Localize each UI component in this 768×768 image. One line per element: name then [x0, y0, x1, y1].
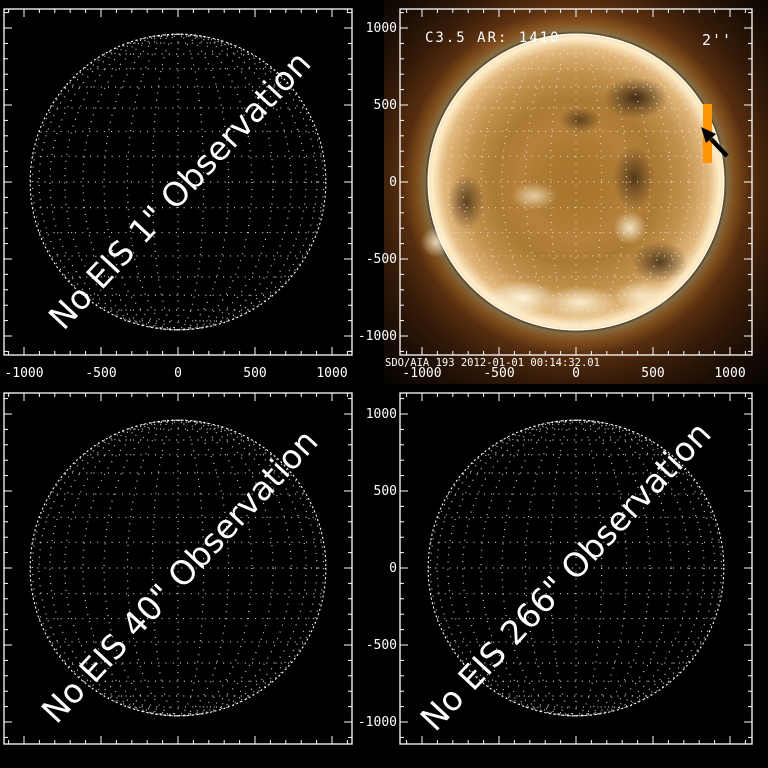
y-tick-label: -1000 [358, 329, 397, 344]
panel-aia-context-image: C3.5 AR: 1410 2'' SDO/AIA 193 2012-01-01… [358, 0, 768, 384]
x-tick-label: -1000 [4, 366, 43, 381]
slit-pointer-arrow-shaft [709, 137, 729, 158]
no-observation-label: No EIS 1" Observation [41, 43, 318, 337]
x-tick-label: 0 [572, 366, 580, 381]
y-tick-label: 1000 [366, 407, 397, 422]
no-observation-label: No EIS 266" Observation [413, 414, 719, 738]
panel-no-eis-1arcsec: No EIS 1" Observation -1000 -500 0 500 1… [0, 0, 384, 384]
axes-and-grid [3, 8, 353, 356]
y-tick-label: -1000 [358, 715, 397, 730]
observation-caption: SDO/AIA 193 2012-01-01 00:14:32.01 [385, 357, 600, 369]
x-tick-label: 500 [243, 366, 266, 381]
axes-and-grid [3, 392, 353, 745]
panel-no-eis-266arcsec: No EIS 266" Observation 1000 500 0 -500 … [358, 384, 768, 768]
y-tick-label: 500 [374, 484, 397, 499]
y-tick-label: -500 [366, 252, 397, 267]
y-tick-label: 0 [389, 175, 397, 190]
y-tick-label: 0 [389, 561, 397, 576]
flare-ar-title: C3.5 AR: 1410 [425, 30, 561, 46]
y-tick-label: -500 [366, 638, 397, 653]
no-observation-label: No EIS 40" Observation [34, 422, 326, 731]
y-tick-label: 1000 [366, 21, 397, 36]
plot-aia-context: C3.5 AR: 1410 2'' SDO/AIA 193 2012-01-01… [358, 8, 753, 381]
plot-no-eis-1arcsec: No EIS 1" Observation -1000 -500 0 500 1… [3, 8, 353, 381]
panel-no-eis-40arcsec: No EIS 40" Observation [0, 384, 384, 768]
x-tick-label: -500 [85, 366, 116, 381]
x-tick-label: 1000 [714, 366, 745, 381]
x-tick-label: -1000 [402, 366, 441, 381]
x-tick-label: -500 [483, 366, 514, 381]
sdo-aia-sun-image [384, 0, 768, 384]
plot-no-eis-266arcsec: No EIS 266" Observation 1000 500 0 -500 … [358, 392, 753, 745]
slit-width-label: 2'' [702, 31, 732, 49]
y-tick-label: 500 [374, 98, 397, 113]
x-tick-label: 500 [641, 366, 664, 381]
plot-no-eis-40arcsec: No EIS 40" Observation [3, 392, 353, 745]
slit-pointer-arrow-head [701, 127, 716, 143]
x-tick-label: 0 [174, 366, 182, 381]
x-tick-label: 1000 [316, 366, 347, 381]
axes-and-grid [399, 8, 753, 356]
axes-and-grid [399, 392, 753, 745]
